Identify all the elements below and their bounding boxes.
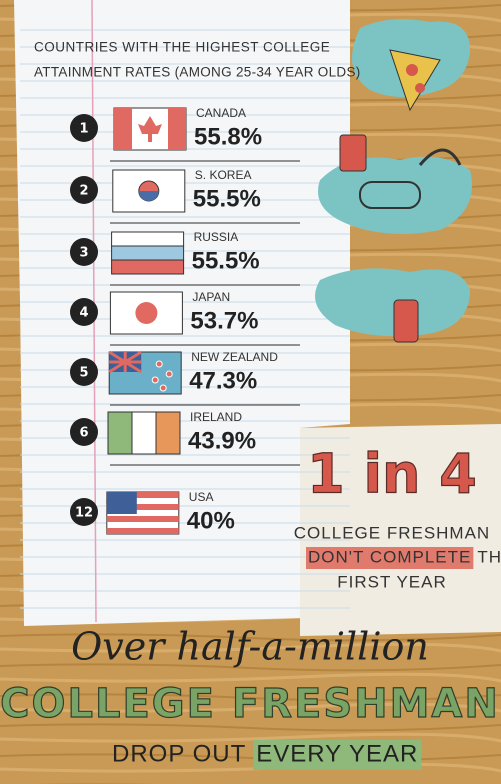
rank-number: 3 [79, 246, 88, 261]
rank-number: 1 [79, 122, 88, 137]
flag [106, 516, 179, 522]
flag [151, 376, 159, 384]
flag [106, 492, 179, 498]
flag [107, 411, 133, 455]
highlight [306, 547, 474, 569]
country-name: S. KOREA [195, 168, 252, 182]
header-line: ATTAINMENT RATES (AMONG 25-34 YEAR OLDS) [34, 65, 361, 80]
flag [106, 528, 179, 534]
footer-highlight: EVERY YEAR [256, 740, 418, 767]
torn-paper [300, 424, 501, 636]
rank-badge [70, 498, 98, 526]
callout-line: THEIR [477, 547, 501, 566]
ranking-row: 1 CANADA 55.8% [70, 106, 300, 162]
callout-line: COLLEGE FRESHMAN [294, 523, 490, 542]
footer-line: Over half-a-million [71, 625, 429, 669]
flag [135, 302, 158, 324]
header-line: COUNTRIES WITH THE HIGHEST COLLEGE [34, 40, 330, 55]
flag [138, 116, 162, 142]
attainment-rate: 55.5% [192, 247, 260, 274]
flag [106, 492, 137, 514]
flag [111, 259, 185, 275]
ranking-row: 6 IRELAND 43.9% [70, 410, 300, 466]
rank-number: 2 [79, 184, 88, 199]
country-name: IRELAND [190, 410, 242, 424]
rank-number: 12 [75, 506, 93, 521]
flag [155, 360, 163, 368]
rank-badge [70, 418, 98, 446]
ranking-row: 4 JAPAN 53.7% [70, 290, 300, 346]
country-name: JAPAN [192, 290, 230, 304]
ranking-row: 2 S. KOREA 55.5% [70, 168, 300, 224]
rank-number: 5 [79, 366, 88, 381]
illustration [315, 19, 472, 343]
country-name: CANADA [196, 106, 246, 120]
flag [106, 504, 179, 510]
flag [138, 191, 159, 201]
attainment-rate: 43.9% [188, 427, 256, 454]
rank-badge [70, 176, 98, 204]
callout-highlight: DON'T COMPLETE [308, 547, 471, 566]
country-name: USA [189, 490, 214, 504]
flag [155, 411, 181, 455]
rank-badge [70, 238, 98, 266]
ranking-row: 3 RUSSIA 55.5% [70, 230, 300, 286]
callout-headline: 1 in 4 [307, 443, 477, 506]
attainment-rate: 47.3% [189, 367, 257, 394]
flag [108, 350, 142, 374]
callout-line: FIRST YEAR [337, 572, 447, 591]
rank-number: 4 [79, 306, 88, 321]
attainment-rate: 55.8% [194, 123, 262, 150]
country-name: RUSSIA [194, 230, 239, 244]
flag [168, 108, 186, 150]
flag [131, 411, 157, 455]
footer-line: DROP OUT [112, 740, 246, 767]
attainment-rate: 53.7% [190, 307, 258, 334]
ranking-row: 12 USA 40% [70, 490, 235, 535]
attainment-rate: 55.5% [193, 185, 261, 212]
flag [111, 231, 185, 247]
footer-headline: COLLEGE FRESHMAN [0, 681, 500, 727]
ranking-row: 5 NEW ZEALAND 47.3% [70, 350, 300, 406]
rank-badge [70, 114, 98, 142]
rank-badge [70, 298, 98, 326]
flag [114, 108, 132, 150]
attainment-rate: 40% [187, 507, 235, 534]
rank-number: 6 [79, 426, 88, 441]
highlight [253, 740, 422, 770]
flag [165, 370, 173, 378]
flag [159, 384, 167, 392]
rank-badge [70, 358, 98, 386]
country-name: NEW ZEALAND [191, 350, 278, 364]
flag [111, 245, 185, 261]
